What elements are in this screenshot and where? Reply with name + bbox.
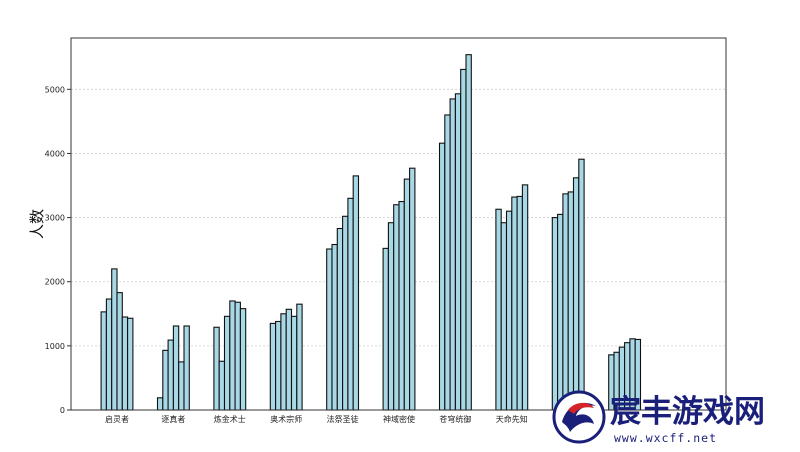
bars <box>100 54 642 411</box>
x-axis-ticks: 启灵者 逐真者 炼金术士 奥术宗师 法祭圣徒 神域密使 苍穹统御 天命先知 <box>105 414 528 424</box>
bar <box>465 54 472 411</box>
bar <box>557 213 564 411</box>
bar <box>460 68 467 411</box>
bar <box>326 248 333 411</box>
bar <box>100 311 107 411</box>
bar <box>178 361 185 411</box>
plot-frame <box>70 37 727 411</box>
bar <box>336 227 344 411</box>
bar <box>403 178 411 411</box>
x-tick-label: 天命先知 <box>496 414 528 424</box>
x-tick-label: 苍穹统御 <box>439 414 471 424</box>
bar <box>516 195 523 411</box>
bar <box>218 360 226 411</box>
bar <box>449 98 456 411</box>
bar <box>438 142 446 411</box>
bar <box>116 292 123 411</box>
x-tick-label: 奥术宗师 <box>270 414 302 424</box>
bar <box>511 196 518 411</box>
bar <box>500 222 508 411</box>
bar <box>572 177 580 411</box>
x-tick-label: 法祭圣徒 <box>327 414 359 424</box>
x-tick-label: 逐真者 <box>161 414 185 424</box>
y-axis-ticks: 0 1000 2000 3000 4000 5000 <box>45 85 71 415</box>
bar <box>562 193 569 411</box>
bar <box>156 397 164 411</box>
bar <box>285 308 293 411</box>
bar <box>495 208 502 411</box>
bar <box>387 222 395 411</box>
bar <box>111 268 118 411</box>
watermark-brand: 宸丰游戏网 <box>610 394 765 430</box>
x-tick-label: 炼金术士 <box>214 414 246 424</box>
bar <box>213 326 220 411</box>
y-tick-label: 5000 <box>45 85 65 94</box>
bar <box>127 317 134 411</box>
bar <box>239 308 247 411</box>
bar <box>105 298 113 411</box>
bar <box>167 339 174 411</box>
bar <box>409 167 416 411</box>
y-tick-label: 3000 <box>45 214 65 223</box>
bar <box>121 316 129 411</box>
x-tick-label: 神域密使 <box>383 414 415 424</box>
bar <box>521 184 529 411</box>
bar <box>352 175 360 411</box>
grid-lines <box>71 88 726 347</box>
bar <box>223 315 231 411</box>
x-tick-label: 启灵者 <box>105 414 129 424</box>
bar <box>342 215 349 411</box>
axes <box>70 37 727 411</box>
bar <box>172 325 180 411</box>
bar <box>382 247 389 411</box>
bar <box>505 210 513 411</box>
y-tick-label: 2000 <box>45 278 65 287</box>
bar <box>393 204 400 411</box>
y-tick-label: 0 <box>60 406 65 415</box>
y-axis-label: 人数 <box>28 209 46 239</box>
dragon-emblem-icon <box>552 390 606 444</box>
bar <box>444 114 451 411</box>
bar <box>280 313 287 411</box>
bar <box>551 217 559 411</box>
bar <box>296 303 303 411</box>
bar <box>347 197 354 411</box>
bar <box>454 93 462 411</box>
bar <box>229 300 236 411</box>
bar <box>162 349 169 411</box>
bar <box>578 158 585 411</box>
bar <box>275 320 282 411</box>
bar <box>183 325 190 411</box>
watermark-logo: 宸丰游戏网 www.wxcff.net <box>552 390 765 445</box>
bar <box>331 243 338 411</box>
bar <box>234 301 241 411</box>
bar <box>290 315 298 411</box>
y-tick-label: 4000 <box>45 149 65 158</box>
bar <box>269 322 277 411</box>
watermark-url: www.wxcff.net <box>614 431 717 445</box>
y-tick-label: 1000 <box>45 342 65 351</box>
bar <box>567 191 575 411</box>
bar <box>398 201 405 411</box>
